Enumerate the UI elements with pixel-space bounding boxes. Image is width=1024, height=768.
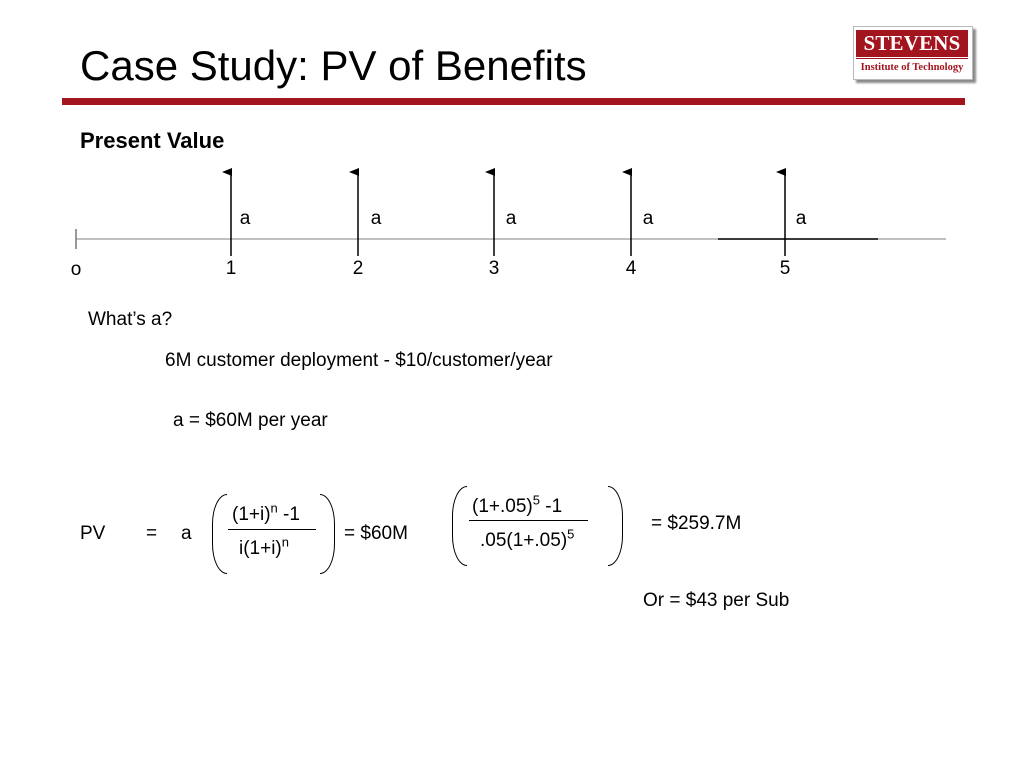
payment-label: a [506, 208, 517, 229]
numerator-tail: -1 [277, 504, 300, 525]
sub-denominator-base: .05(1+.05) [480, 530, 568, 551]
question-text: What’s a? [88, 309, 173, 330]
numerator-base: (1+i) [232, 504, 271, 525]
sub-fraction-bar [469, 520, 588, 521]
period-label: 1 [226, 258, 237, 279]
left-paren [452, 486, 467, 566]
sub-numerator-exponent: 5 [532, 492, 540, 508]
payment-label: a [643, 208, 654, 229]
result-text: = $259.7M [651, 513, 742, 534]
substitution-text: = $60M [344, 523, 408, 544]
period-label: 3 [489, 258, 500, 279]
logo-name: STEVENS [856, 30, 968, 57]
sub-numerator-tail: -1 [539, 496, 563, 517]
pv-label: PV [80, 523, 106, 544]
denominator-exponent: n [281, 534, 289, 550]
answer-text: a = $60M per year [173, 410, 328, 431]
equals-sign: = [146, 523, 158, 544]
period-label: 4 [626, 258, 637, 279]
logo-subtitle: Institute of Technology [860, 62, 964, 73]
section-heading: Present Value [80, 128, 225, 153]
formula-numerator: (1+i)n -1 [232, 500, 300, 527]
per-sub-text: Or = $43 per Sub [643, 590, 790, 611]
logo-rule [856, 58, 968, 59]
slide-title: Case Study: PV of Benefits [80, 42, 587, 89]
given-text: 6M customer deployment - $10/customer/ye… [165, 350, 553, 371]
payment-label: a [796, 208, 807, 229]
sub-numerator-base: (1+.05) [472, 496, 533, 517]
payment-label: a [371, 208, 382, 229]
period-label: 2 [353, 258, 364, 279]
sub-numerator: (1+.05)5 -1 [472, 492, 563, 519]
payment-label: a [240, 208, 251, 229]
numerator-exponent: n [270, 500, 278, 516]
denominator-base: i(1+i) [239, 538, 282, 559]
formula-denominator: i(1+i)n [239, 534, 289, 561]
origin-label: o [71, 259, 82, 280]
left-paren [212, 494, 227, 574]
stevens-logo: STEVENS Institute of Technology [853, 26, 973, 80]
sub-denominator-exponent: 5 [567, 526, 575, 542]
sub-denominator: .05(1+.05)5 [480, 526, 575, 553]
fraction-bar [228, 529, 316, 530]
annuity-factor: a [181, 523, 192, 544]
period-label: 5 [780, 258, 791, 279]
title-rule [62, 98, 965, 105]
